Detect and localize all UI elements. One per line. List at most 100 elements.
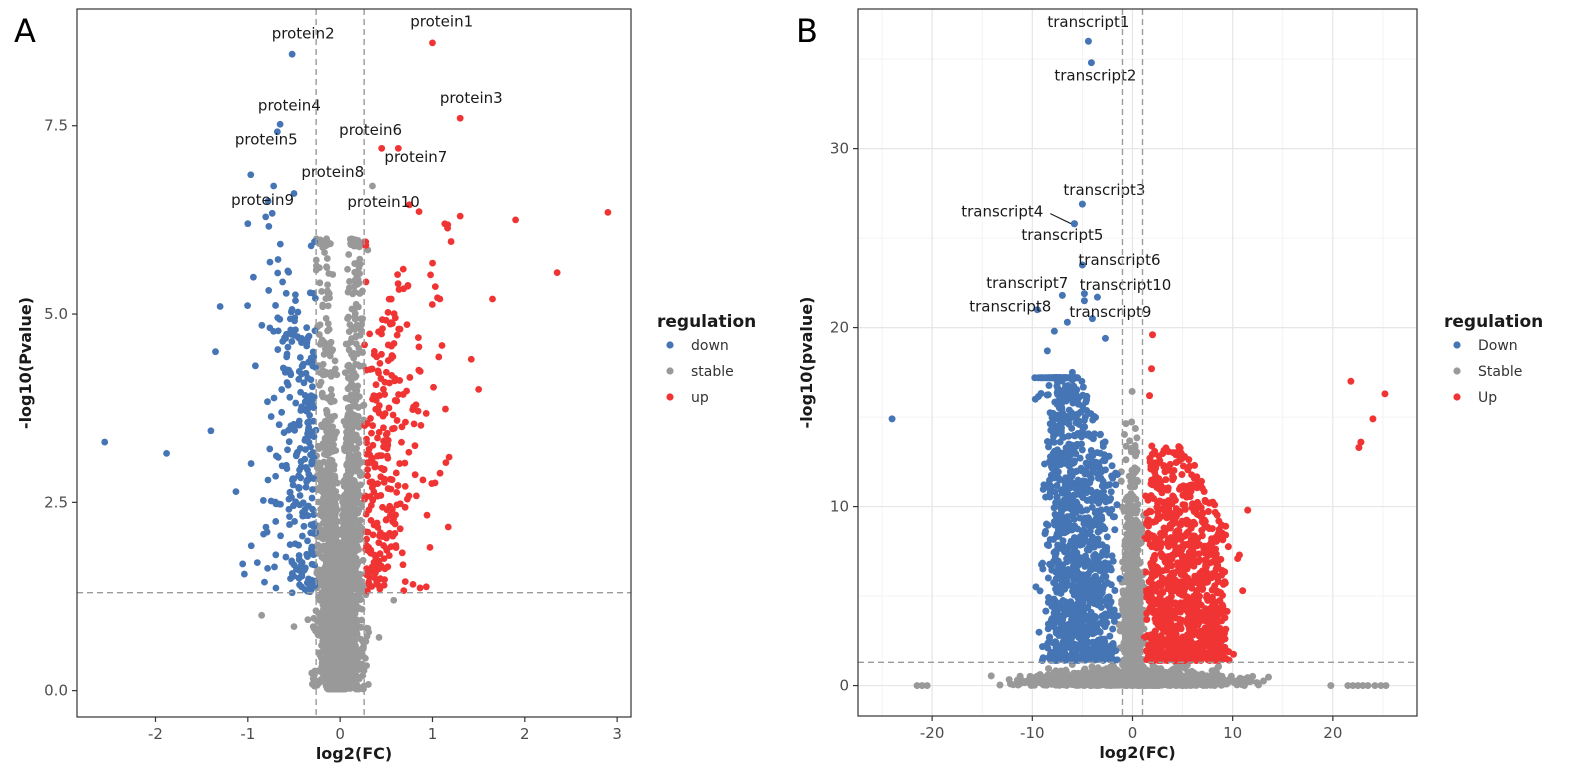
panel-a-point-stable xyxy=(325,685,332,693)
panel-a-point-up xyxy=(393,417,401,424)
panel-a-labeled-point xyxy=(429,39,436,47)
panel-a-point-stable xyxy=(320,498,327,505)
panel-a-point-labels: protein1protein2protein3protein4protein5… xyxy=(231,12,503,211)
panel-a-point-down xyxy=(274,314,282,322)
panel-a-point-down xyxy=(289,476,296,484)
panel-a-point-stable xyxy=(317,619,325,627)
panel-a-point-stable xyxy=(351,479,359,487)
panel-a-point-up xyxy=(401,578,409,586)
panel-a-point-stable xyxy=(352,396,360,404)
panel-a-point-stable xyxy=(356,499,364,507)
panel-a-point-stable xyxy=(347,568,355,576)
panel-b-point-stable xyxy=(1035,671,1043,679)
panel-a-point-stable xyxy=(353,543,361,551)
panel-a-labeled-point xyxy=(273,128,281,136)
panel-a-point-up xyxy=(396,460,404,467)
panel-a-point-up xyxy=(381,378,389,386)
panel-a-point-stable xyxy=(334,645,342,653)
panel-a-point-stable xyxy=(317,467,325,475)
panel-a-point-stable xyxy=(336,598,344,606)
panel-a-point-stable xyxy=(318,391,326,399)
panel-a-point-down xyxy=(302,446,309,453)
panel-a-point-stable xyxy=(333,371,341,379)
panel-a-point-up xyxy=(370,347,378,355)
panel-a-point-up xyxy=(392,469,400,477)
panel-a-labeled-point xyxy=(288,50,296,58)
panel-b-point-stable xyxy=(1217,681,1225,689)
panel-a-point-down xyxy=(304,404,311,412)
panel-a-point-stable xyxy=(315,593,322,601)
panel-a-point-down xyxy=(301,512,309,520)
panel-a-point-down xyxy=(309,362,317,370)
panel-a-point-up xyxy=(415,208,423,216)
panel-a-y-axis-title: -log10(Pvalue) xyxy=(16,297,35,429)
panel-a-point-up xyxy=(376,585,384,593)
panel-a-point-up xyxy=(444,523,452,531)
panel-a-point-down xyxy=(272,584,280,592)
panel-a-point-stable xyxy=(331,357,339,365)
panel-a-point-stable xyxy=(331,549,338,557)
panel-a-point-up xyxy=(394,271,401,279)
panel-a-point-stable xyxy=(290,623,298,631)
panel-a-point-up xyxy=(438,342,446,349)
panel-a-point-stable xyxy=(324,287,331,295)
panel-a-point-down xyxy=(304,333,312,341)
panel-b-point-stable xyxy=(1246,678,1254,686)
panel-a-point-up xyxy=(393,331,401,339)
panel-a-point-stable xyxy=(313,569,321,577)
panel-a-point-up xyxy=(428,301,436,308)
panel-a-point-down xyxy=(284,446,291,454)
panel-a-point-up xyxy=(401,482,409,490)
panel-a-point-down xyxy=(307,443,314,451)
panel-a-point-up xyxy=(380,437,388,445)
panel-a-point-stable xyxy=(346,321,354,329)
panel-a-point-down xyxy=(266,324,274,332)
panel-a-letter: A xyxy=(14,12,36,50)
panel-a-point-up xyxy=(363,420,371,427)
panel-a-point-stable xyxy=(327,372,335,380)
panel-a-point-label: protein5 xyxy=(235,131,298,149)
panel-a-point-stable xyxy=(344,428,352,436)
panel-a-point-up xyxy=(367,501,375,509)
panel-a-point-up xyxy=(390,424,398,432)
panel-a-point-up xyxy=(422,583,430,591)
panel-b: transcript1transcript2transcript3transcr… xyxy=(797,8,1543,762)
panel-a-point-down xyxy=(311,327,319,335)
panel-a-point-up xyxy=(366,574,373,581)
panel-a-point-up xyxy=(399,561,407,569)
panel-a-point-down xyxy=(212,348,219,356)
panel-a-point-stable xyxy=(353,454,361,462)
panel-a-point-down xyxy=(303,478,311,486)
panel-a-point-stable xyxy=(345,251,353,258)
panel-a-point-up xyxy=(380,424,387,432)
panel-a-point-down xyxy=(310,393,318,401)
panel-a-point-stable xyxy=(342,564,350,572)
panel-a-point-stable xyxy=(343,585,351,593)
panel-a-legend-swatch-down xyxy=(666,341,674,349)
panel-a-point-stable xyxy=(348,421,356,429)
panel-a-labeled-point xyxy=(369,182,376,190)
panel-a-xtick-label: 1 xyxy=(428,725,438,743)
panel-a-point-up xyxy=(396,500,404,508)
panel-a-point-stable xyxy=(356,468,363,476)
panel-a-point-up xyxy=(384,309,392,316)
panel-a-point-down xyxy=(298,532,306,540)
panel-a-point-up xyxy=(376,550,384,558)
panel-a-point-down xyxy=(274,256,282,263)
panel-a-point-up xyxy=(386,320,394,328)
panel-a-point-stable xyxy=(345,328,353,336)
panel-a-point-down xyxy=(309,458,317,466)
panel-a-point-down xyxy=(301,455,309,463)
panel-a-point-up xyxy=(456,212,464,220)
panel-a-point-down xyxy=(288,493,295,501)
panel-a-point-up xyxy=(403,321,411,329)
panel-a-point-up xyxy=(368,563,376,571)
panel-a-point-up xyxy=(369,441,377,449)
panel-a-point-stable xyxy=(348,578,356,585)
panel-a-point-up xyxy=(385,404,393,412)
panel-a-point-stable xyxy=(331,599,338,607)
panel-a-point-down xyxy=(307,529,315,537)
panel-a-point-stable xyxy=(331,544,339,551)
panel-a-point-up xyxy=(383,547,391,554)
panel-a-point-up xyxy=(364,466,372,473)
